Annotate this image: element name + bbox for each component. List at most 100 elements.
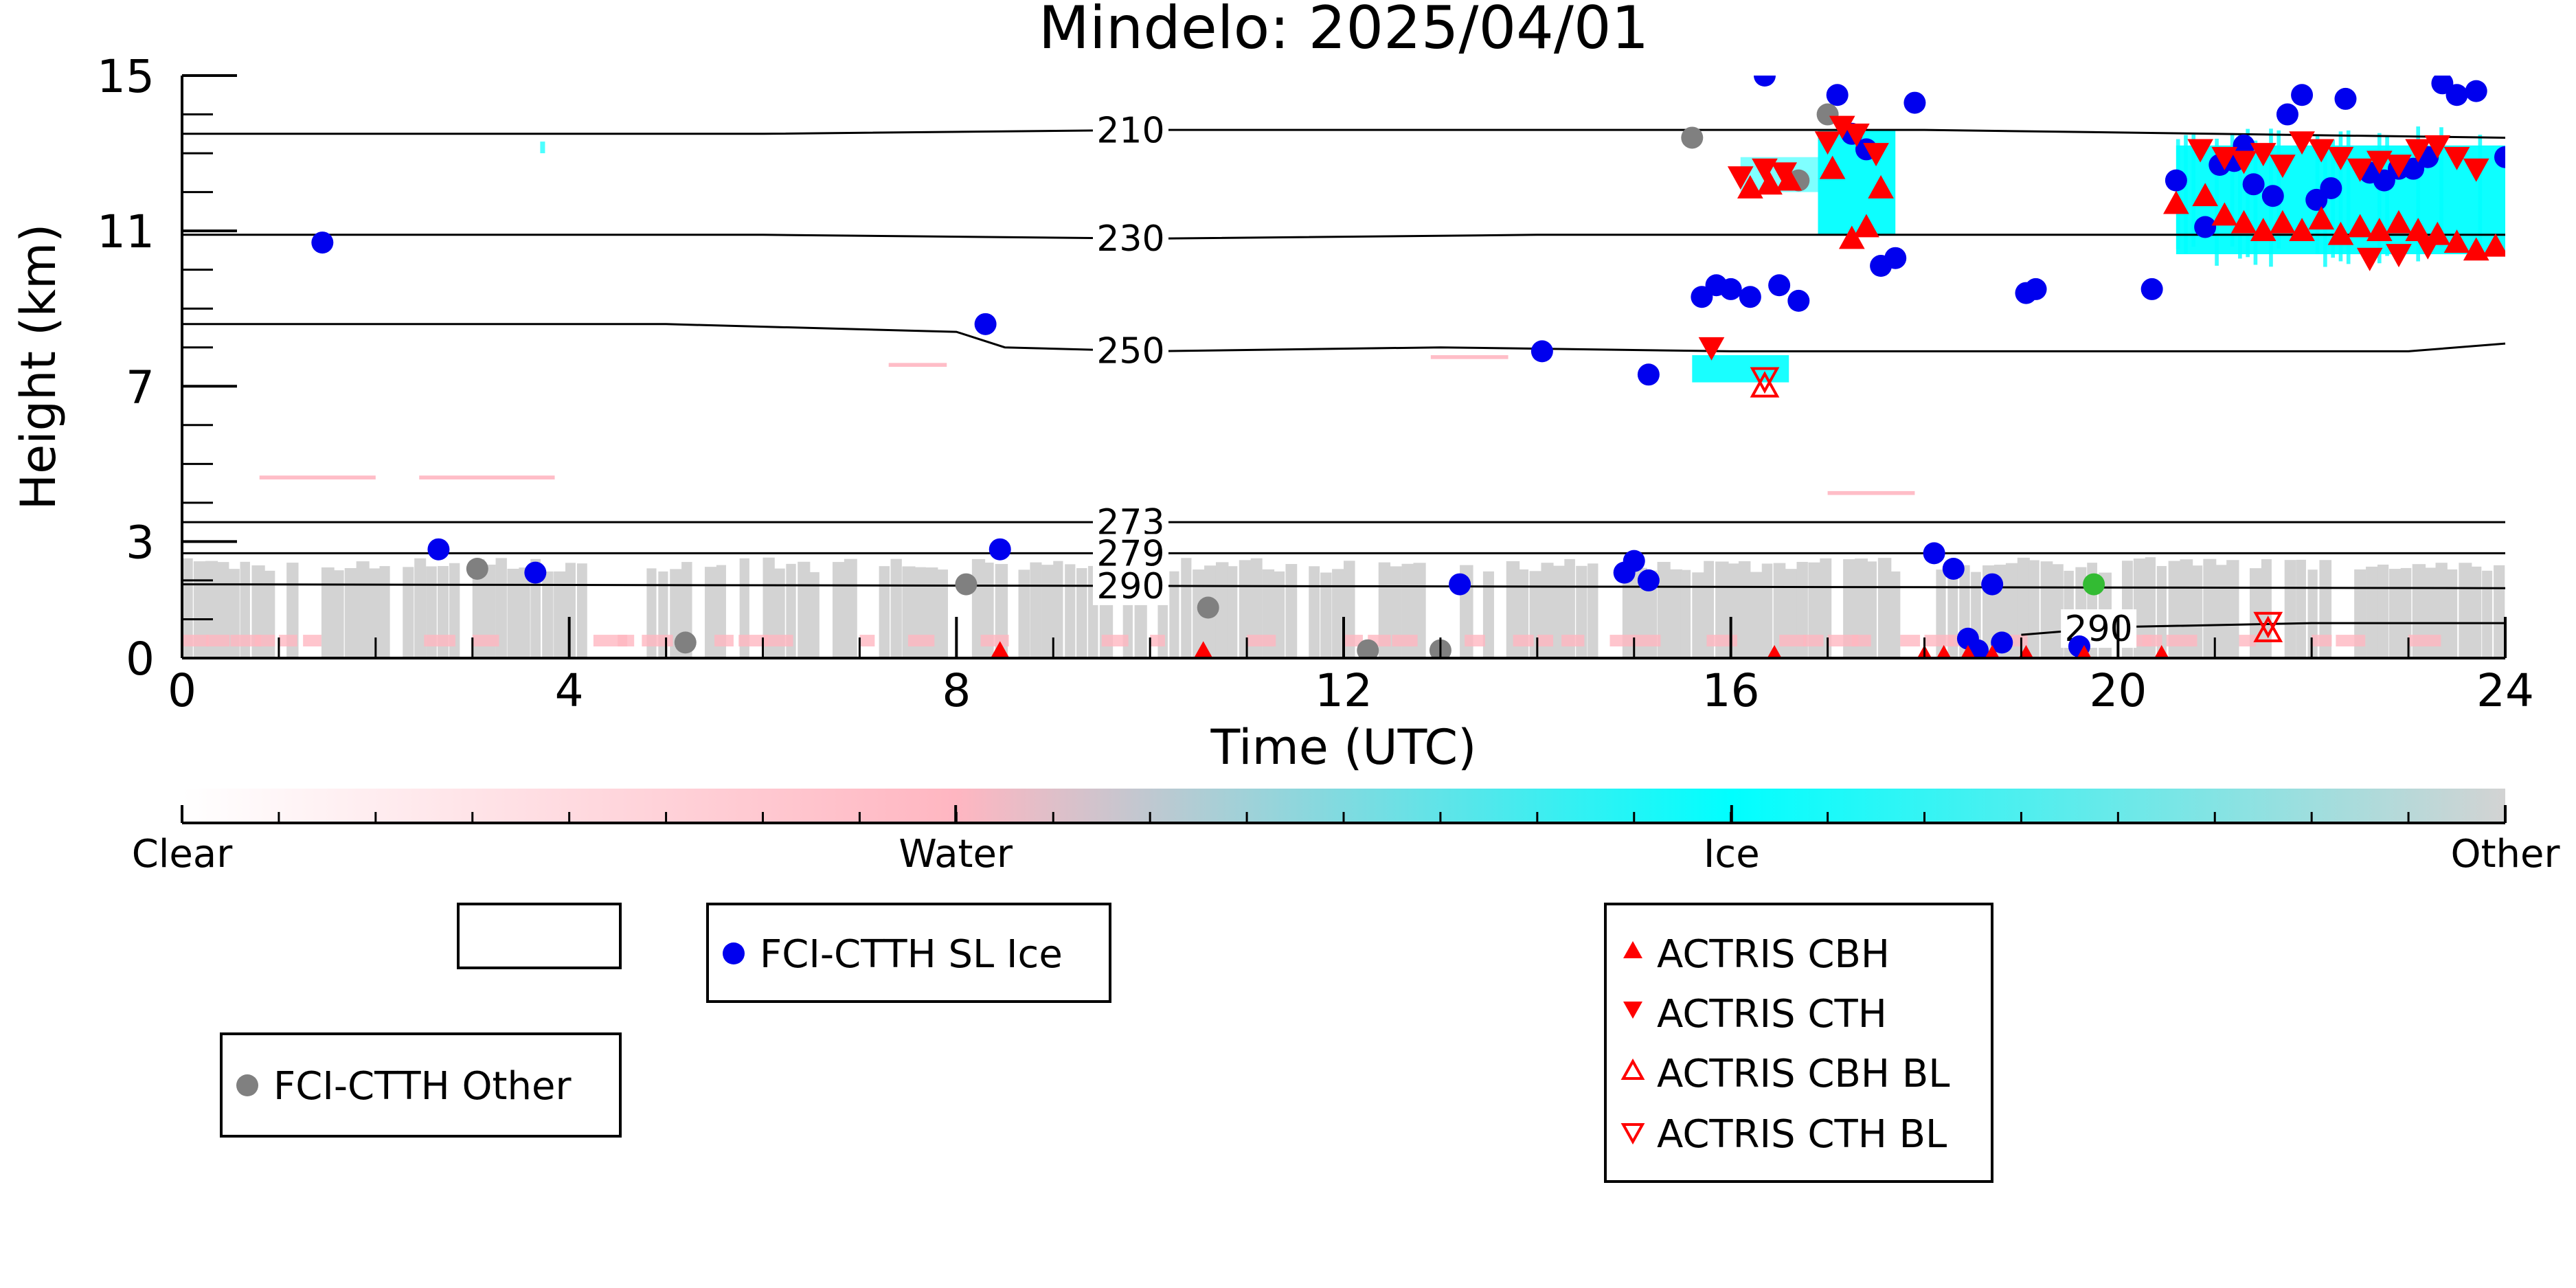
classification-patch [2478,135,2483,259]
classification-patch [332,570,344,658]
classification-patch [576,563,587,658]
fci-ctth-sl-ice-marker [2494,146,2505,168]
classification-patch [2312,635,2332,647]
classification-patch [1706,635,1738,647]
classification-patch [530,558,541,658]
fci-ctth-sl-ice-marker [1623,550,1645,572]
classification-patch [303,635,321,647]
classification-patch [1430,355,1509,359]
actris-cth-marker [2308,139,2335,163]
actris-cth-marker [1844,123,1870,147]
classification-patch [1506,561,1520,658]
classification-patch [762,557,775,658]
classification-patch [1715,561,1729,658]
classification-patch [2385,135,2389,256]
actris-cbh-marker [2366,218,2393,242]
classification-patch [2470,566,2482,658]
classification-patch [1401,563,1414,658]
classification-patch [890,558,902,658]
classification-patch [2319,560,2332,658]
classification-patch [1564,558,1575,658]
classification-patch [193,561,206,658]
cloud-classification-layer [182,126,2505,658]
classification-patch [2184,135,2188,254]
classification-patch [1309,566,1320,658]
fci-ctth-sl-ice-marker [1637,363,1660,386]
actris-cth-marker [2289,131,2315,155]
classification-patch [206,635,230,647]
classification-patch [2338,131,2343,262]
classification-patch [2133,558,2147,658]
actris-cth-marker [2356,247,2383,271]
classification-patch [995,564,1008,658]
actris-cth-marker [2187,139,2213,163]
fci-ctth-sl-ice-marker [1787,289,1810,312]
classification-patch [519,567,530,658]
classification-patch [1827,635,1859,647]
classification-patch [1588,563,1598,658]
classification-patch [1274,571,1285,658]
fci-ctth-sl-ice-marker [1942,557,1965,580]
classification-patch [1332,569,1346,658]
classification-patch [1634,635,1661,647]
classification-patch [2168,561,2181,658]
legend-other: FCI-CTTH Other [220,1032,622,1138]
colorbar-ticks: Clear Water Ice Other [132,805,2560,877]
actris-cbh-marker [2386,210,2412,234]
isotherm-label: 230 [1096,218,1164,260]
classification-patch [980,635,1009,647]
classification-patch [484,564,496,658]
y-tick-label: 11 [97,205,155,258]
legend-sl-ice-marker [723,942,745,964]
fci-ctth-sl-ice-marker [1991,631,2013,654]
classification-patch [414,558,427,658]
classification-patch [2284,560,2296,658]
classification-patch [2261,559,2272,658]
actris-cbh-marker [1193,641,1213,658]
classification-patch [495,558,507,658]
classification-patch [344,567,359,658]
y-axis-label: Height (km) [10,224,67,510]
classification-patch [2482,570,2493,658]
legend-actris: ACTRIS CBH ACTRIS CTH ACTRIS CBH BL ACTR… [1604,903,1993,1183]
isotherm-label: 250 [1096,331,1164,372]
classification-patch [1285,564,1298,658]
classification-patch [1065,564,1076,658]
classification-patch [1482,571,1494,658]
classification-patch [403,567,414,658]
classification-patch [259,475,376,479]
classification-patch [888,363,947,367]
classification-patch [798,561,811,658]
fci-ctth-sl-ice-marker [2334,87,2357,110]
classification-patch [844,558,857,658]
actris-cth-marker [2386,155,2412,179]
classification-patch [419,475,555,479]
actris-cbh-marker [2211,202,2238,226]
classification-patch [356,561,370,658]
actris-cth-marker [1814,131,1841,155]
classification-patch [1537,635,1554,647]
fci-ctth-sl-ice-marker [1753,76,1776,87]
classification-patch [786,563,796,658]
actris-cth-bl-marker [2253,611,2283,639]
actris-cth-marker [2327,146,2354,170]
classification-patch [1750,572,1763,658]
classification-patch [1250,558,1263,658]
classification-patch [286,563,299,658]
colorbar-label: Clear [132,832,233,877]
classification-patch [1851,635,1871,647]
classification-patch [472,635,499,647]
actris-cbh-marker [2289,218,2315,242]
x-tick-label: 0 [168,664,196,717]
fci-ctth-sl-ice-marker [988,538,1011,561]
classification-patch [1843,559,1856,658]
classification-patch [278,635,297,647]
classification-patch [1041,565,1054,658]
classification-patch [2377,564,2389,658]
x-tick-label: 8 [942,664,971,717]
legend-cth-label: ACTRIS CTH [1657,992,1887,1037]
classification-patch [937,569,948,658]
x-tick-label: 12 [1315,664,1372,717]
legend-cbh-bl-marker [1620,1058,1645,1080]
classification-patch [1076,568,1087,658]
